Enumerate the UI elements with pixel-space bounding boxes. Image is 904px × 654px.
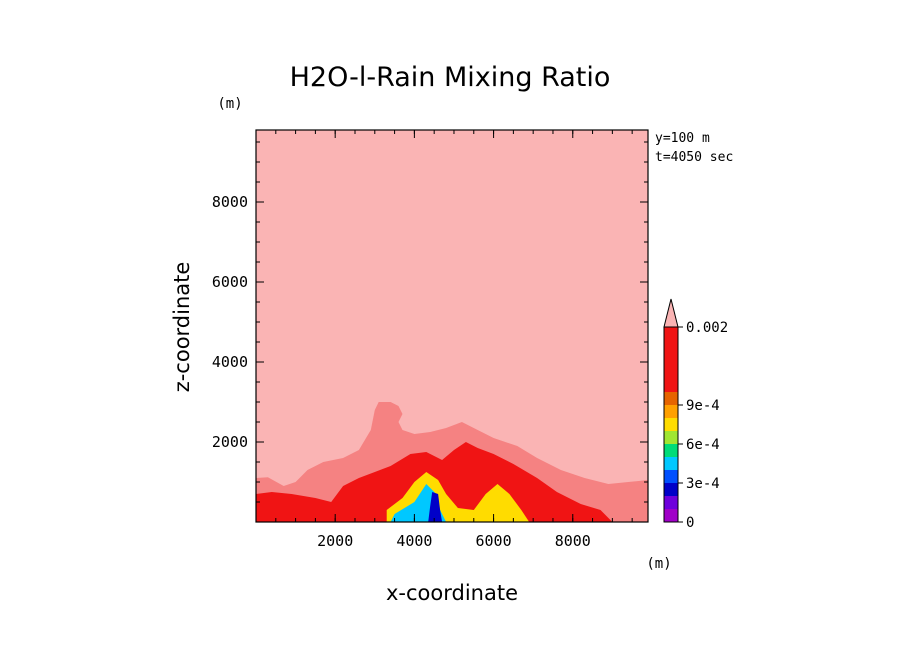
y-axis-label: z-coordinate	[170, 262, 194, 393]
colorbar-band-4	[664, 457, 678, 470]
colorbar-band-5	[664, 444, 678, 457]
y-tick-label-6000: 6000	[212, 273, 248, 291]
x-unit-label: (m)	[646, 556, 671, 572]
colorbar-band-8	[664, 405, 678, 418]
x-tick-label-4000: 4000	[396, 532, 432, 550]
y-tick-label-2000: 2000	[212, 433, 248, 451]
colorbar-band-2	[664, 483, 678, 496]
y-tick-label-4000: 4000	[212, 353, 248, 371]
x-axis-ticks: 2000 4000 6000 8000	[275, 130, 633, 550]
colorbar-label-6e-4: 6e-4	[686, 437, 720, 453]
colorbar-extend-arrow	[663, 298, 679, 328]
x-tick-label-6000: 6000	[476, 532, 512, 550]
chart-title: H2O-l-Rain Mixing Ratio	[290, 62, 611, 93]
colorbar-label-0.002: 0.002	[686, 320, 728, 336]
colorbar-band-9	[664, 392, 678, 405]
colorbar-label-0: 0	[686, 515, 694, 531]
annotation-y: y=100 m	[655, 131, 710, 146]
plot-frame	[255, 129, 649, 523]
field-region-4	[428, 492, 443, 522]
colorbar-band-6	[664, 431, 678, 444]
contour-plot-area	[255, 129, 649, 523]
colorbar-band-1	[664, 496, 678, 509]
y-tick-label-8000: 8000	[212, 193, 248, 211]
y-axis-ticks: 2000 4000 6000 8000	[212, 141, 648, 503]
colorbar-band-0	[664, 509, 678, 522]
y-unit-label: (m)	[217, 96, 242, 112]
x-axis-label: x-coordinate	[386, 581, 518, 605]
colorbar-band-3	[664, 470, 678, 483]
x-tick-label-2000: 2000	[317, 532, 353, 550]
colorbar-label-9e-4: 9e-4	[686, 398, 720, 414]
colorbar-band-10	[664, 327, 678, 392]
colorbar-band-7	[664, 418, 678, 431]
x-tick-label-8000: 8000	[555, 532, 591, 550]
colorbar: 0.002 9e-4 6e-4 3e-4 0	[663, 298, 728, 531]
colorbar-label-3e-4: 3e-4	[686, 476, 720, 492]
annotation-t: t=4050 sec	[655, 150, 733, 165]
